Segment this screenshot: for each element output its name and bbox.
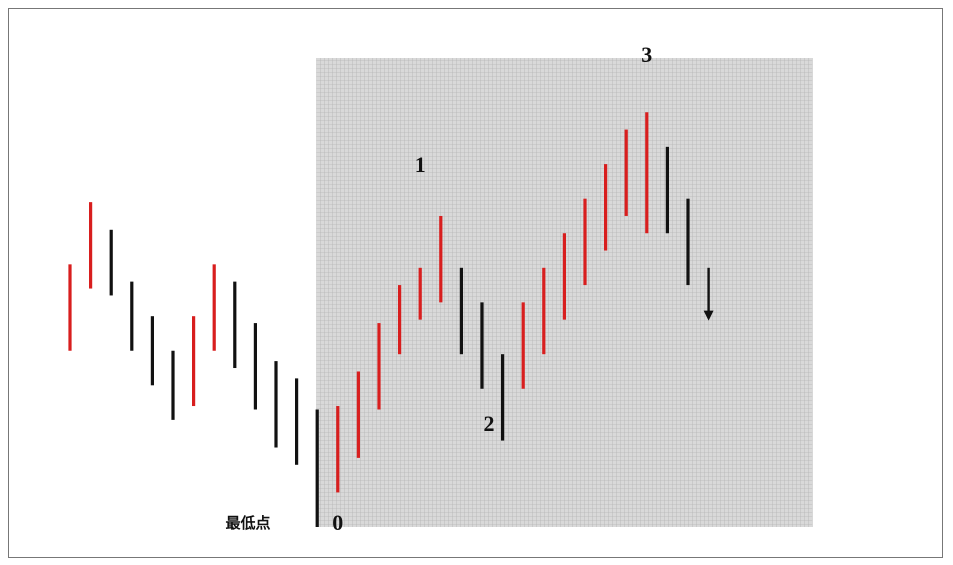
price-bar-4	[150, 316, 154, 386]
price-bar-23	[542, 267, 546, 355]
price-bar-10	[274, 361, 278, 448]
price-bar-1	[89, 202, 93, 289]
price-bar-0	[68, 264, 72, 351]
price-bar-28	[645, 112, 649, 234]
price-bar-19	[459, 267, 463, 355]
annotation-2: 2	[484, 411, 495, 436]
down-arrow-group	[703, 267, 714, 321]
annotation-3: 3	[641, 42, 652, 67]
price-bar-20	[480, 302, 484, 389]
price-bar-7	[212, 264, 216, 351]
price-bar-25	[583, 198, 587, 286]
price-bar-14	[356, 371, 360, 458]
price-bar-16	[398, 285, 402, 355]
price-bar-30	[686, 198, 690, 286]
price-bar-9	[253, 323, 257, 410]
price-bar-12	[315, 409, 319, 527]
price-bar-26	[604, 164, 608, 251]
annotation-lowest-point: 最低点	[225, 514, 270, 532]
price-bar-2	[109, 229, 113, 296]
price-bar-27	[624, 129, 628, 216]
annotations-group: 0 1 2 3 最低点	[225, 42, 652, 535]
price-bar-22	[521, 302, 525, 389]
down-arrow-head	[703, 310, 714, 321]
price-bar-29	[665, 146, 669, 234]
price-bar-17	[418, 267, 422, 320]
chart-frame	[8, 8, 943, 558]
price-bar-8	[233, 281, 237, 369]
price-bar-21	[501, 354, 505, 441]
price-bar-18	[439, 215, 443, 303]
price-bar-3	[130, 281, 134, 351]
price-bar-24	[562, 233, 566, 320]
price-bar-11	[295, 378, 299, 465]
annotation-0: 0	[332, 510, 343, 535]
price-bar-15	[377, 323, 381, 410]
price-bar-5	[171, 350, 175, 420]
bars-group	[68, 112, 690, 527]
annotation-1: 1	[415, 152, 426, 177]
price-bar-6	[192, 316, 196, 407]
price-bar-13	[336, 406, 340, 493]
